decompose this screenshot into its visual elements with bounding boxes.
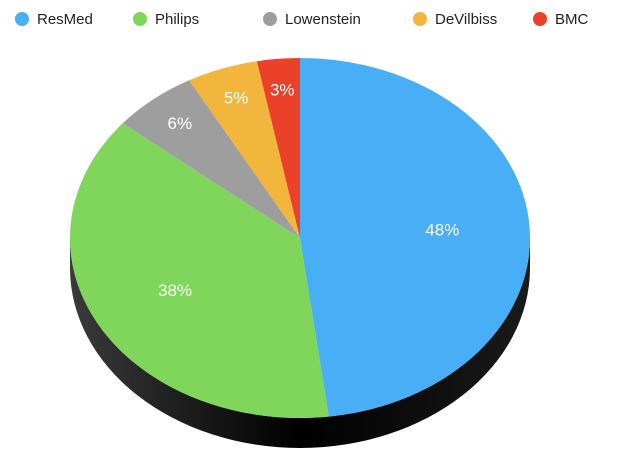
value-label: 3% bbox=[270, 81, 295, 100]
value-label: 6% bbox=[167, 114, 192, 133]
pie: 48% 38% 6% 5% 3% bbox=[69, 58, 531, 448]
legend-swatch bbox=[263, 12, 277, 26]
pie-slice bbox=[122, 80, 300, 238]
pie-slice bbox=[300, 58, 531, 417]
value-label: 5% bbox=[224, 89, 249, 108]
legend-swatch bbox=[413, 12, 427, 26]
legend-text: BMC bbox=[555, 11, 589, 28]
legend-text: Philips bbox=[155, 11, 199, 28]
pie-side bbox=[70, 238, 530, 448]
legend-text: ResMed bbox=[37, 11, 93, 28]
pie-slice bbox=[189, 61, 300, 238]
legend-text: DeVilbiss bbox=[435, 11, 497, 28]
value-label: 48% bbox=[425, 220, 459, 239]
legend-text: Lowenstein bbox=[285, 11, 361, 28]
legend-swatch bbox=[533, 12, 547, 26]
legend-swatch bbox=[15, 12, 29, 26]
pie-slice bbox=[69, 123, 329, 419]
legend: ResMed Philips Lowenstein DeVilbiss BMC bbox=[15, 11, 589, 28]
pie-slice bbox=[256, 58, 300, 238]
legend-swatch bbox=[133, 12, 147, 26]
value-label: 38% bbox=[158, 281, 192, 300]
